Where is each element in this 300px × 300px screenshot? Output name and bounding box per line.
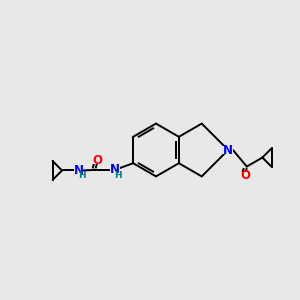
- Text: N: N: [110, 164, 120, 176]
- FancyBboxPatch shape: [79, 173, 85, 179]
- FancyBboxPatch shape: [74, 167, 83, 174]
- Text: H: H: [78, 171, 85, 180]
- FancyBboxPatch shape: [115, 172, 121, 178]
- FancyBboxPatch shape: [241, 172, 250, 179]
- FancyBboxPatch shape: [93, 157, 102, 164]
- Text: O: O: [240, 169, 250, 182]
- Text: N: N: [223, 143, 233, 157]
- FancyBboxPatch shape: [223, 146, 233, 154]
- Text: O: O: [92, 154, 102, 167]
- Text: H: H: [114, 171, 122, 180]
- Text: N: N: [74, 164, 83, 177]
- FancyBboxPatch shape: [110, 166, 120, 174]
